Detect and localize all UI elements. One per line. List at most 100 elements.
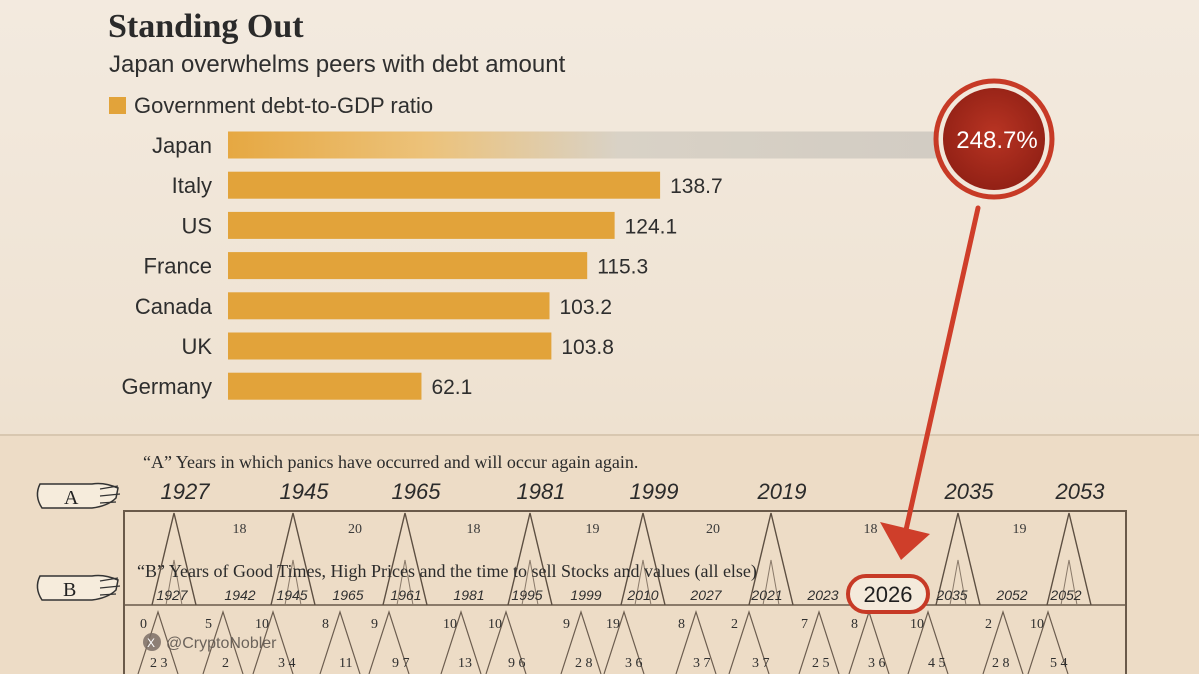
a-interval-6: 18 <box>864 522 878 537</box>
b-year-16: 2052 <box>1049 587 1081 603</box>
bar-us <box>228 211 615 239</box>
b-year-10: 2027 <box>689 587 722 603</box>
b-year-8: 1999 <box>570 587 601 603</box>
c-bottom-number-2: 2 <box>222 656 229 671</box>
a-peak-inner-1981 <box>521 559 539 606</box>
year-2026-label: 2026 <box>864 582 913 607</box>
a-interval-5: 20 <box>706 522 720 537</box>
a-year-1927: 1927 <box>161 479 211 504</box>
badge-outer-ring <box>933 78 1055 200</box>
a-peak-inner-2019 <box>762 559 780 606</box>
category-label-us: US <box>181 213 212 238</box>
a-year-2019: 2019 <box>757 479 807 504</box>
a-peak-inner-1945 <box>284 559 302 606</box>
c-top-number-3: 10 <box>255 617 269 632</box>
c-peak-7 <box>485 610 527 674</box>
c-bottom-number-7: 9 6 <box>508 656 526 671</box>
japan-value-badge: 248.7% <box>933 78 1055 200</box>
c-top-number-14: 10 <box>910 617 924 632</box>
panic-chart-frame <box>123 510 1127 674</box>
c-bottom-number-1: 2 3 <box>150 656 168 671</box>
category-label-italy: Italy <box>172 173 212 198</box>
c-top-number-11: 2 <box>731 617 738 632</box>
a-peak-inner-1999 <box>634 559 652 606</box>
a-peak-1981 <box>507 512 553 606</box>
a-peak-2053 <box>1046 512 1092 606</box>
c-peak-10 <box>675 610 717 674</box>
bar-uk <box>228 332 552 360</box>
c-peak-11 <box>728 610 770 674</box>
a-peak-1927 <box>151 512 197 606</box>
b-caption: “B” Years of Good Times, High Prices and… <box>137 561 757 582</box>
red-arrow-shaft <box>903 205 981 533</box>
x-logo-glyph: X <box>147 636 155 650</box>
c-peak-1 <box>137 610 179 674</box>
c-bottom-number-8: 2 8 <box>575 656 593 671</box>
panic-chart-background <box>0 435 1199 674</box>
c-peak-16 <box>1027 610 1069 674</box>
c-top-number-15: 2 <box>985 617 992 632</box>
bar-italy <box>228 171 661 199</box>
a-peak-inner-1965 <box>396 559 414 606</box>
c-peak-14 <box>907 610 949 674</box>
c-top-number-16: 10 <box>1030 617 1044 632</box>
bar-canada <box>228 292 550 320</box>
a-year-1999: 1999 <box>630 479 679 504</box>
a-years-layer: 1927 1945 1965 1981 1999 2019 2035 2053 <box>161 479 1106 504</box>
value-label-germany: 62.1 <box>431 376 472 399</box>
b-year-5: 1961 <box>390 587 421 603</box>
chart-title: Standing Out <box>108 8 304 45</box>
a-marker-label: A <box>64 487 79 509</box>
japan-value-label: 248.7% <box>956 127 1037 154</box>
year-2026-ring <box>846 574 930 614</box>
a-peak-1965 <box>382 512 428 606</box>
c-top-number-8: 9 <box>563 617 570 632</box>
c-top-number-6: 10 <box>443 617 457 632</box>
chart-subtitle: Japan overwhelms peers with debt amount <box>109 51 566 78</box>
c-top-number-2: 5 <box>205 617 212 632</box>
c-peak-15 <box>982 610 1024 674</box>
c-peak-9 <box>603 610 645 674</box>
a-peaks-layer <box>151 512 1092 606</box>
c-peak-3 <box>252 610 294 674</box>
category-label-japan: Japan <box>152 133 212 158</box>
category-label-france: France <box>144 254 212 279</box>
year-2026-highlight: 2026 <box>846 574 930 614</box>
c-bottom-number-14: 4 5 <box>928 656 946 671</box>
c-top-number-13: 8 <box>851 617 858 632</box>
a-peak-1999 <box>620 512 666 606</box>
c-bottom-number-5: 9 7 <box>392 656 410 671</box>
a-year-1945: 1945 <box>280 479 330 504</box>
a-peak-inner-2035 <box>949 559 967 606</box>
bar-france <box>228 252 588 280</box>
value-label-france: 115.3 <box>597 256 648 279</box>
c-bottom-number-12: 2 5 <box>812 656 830 671</box>
value-label-us: 124.1 <box>625 215 678 238</box>
b-year-4: 1965 <box>332 587 363 603</box>
c-bottom-number-10: 3 7 <box>693 656 711 671</box>
category-label-canada: Canada <box>135 294 213 319</box>
c-top-number-12: 7 <box>801 617 808 632</box>
a-peak-1945 <box>270 512 316 606</box>
c-peak-8 <box>560 610 602 674</box>
c-bottom-number-16: 5 4 <box>1050 656 1068 671</box>
c-bottom-number-3: 3 4 <box>278 656 296 671</box>
red-arrow <box>880 205 981 560</box>
value-label-canada: 103.2 <box>560 296 613 319</box>
c-top-number-9: 19 <box>606 617 620 632</box>
a-peak-inner-2053 <box>1060 559 1078 606</box>
a-year-2035: 2035 <box>944 479 995 504</box>
b-pointer-icon: B <box>36 574 121 601</box>
a-year-1965: 1965 <box>392 479 442 504</box>
c-bottom-number-9: 3 6 <box>625 656 643 671</box>
red-arrow-head <box>880 522 930 560</box>
a-peak-2019 <box>748 512 794 606</box>
c-top-numbers-layer: 0 5 10 8 9 10 10 9 19 8 2 7 8 10 2 10 <box>140 617 1044 632</box>
b-year-14: 2035 <box>935 587 967 603</box>
a-interval-4: 19 <box>586 522 600 537</box>
c-peak-2 <box>202 610 244 674</box>
c-top-number-7: 10 <box>488 617 502 632</box>
badge-fill <box>943 88 1045 190</box>
b-year-6: 1981 <box>453 587 484 603</box>
